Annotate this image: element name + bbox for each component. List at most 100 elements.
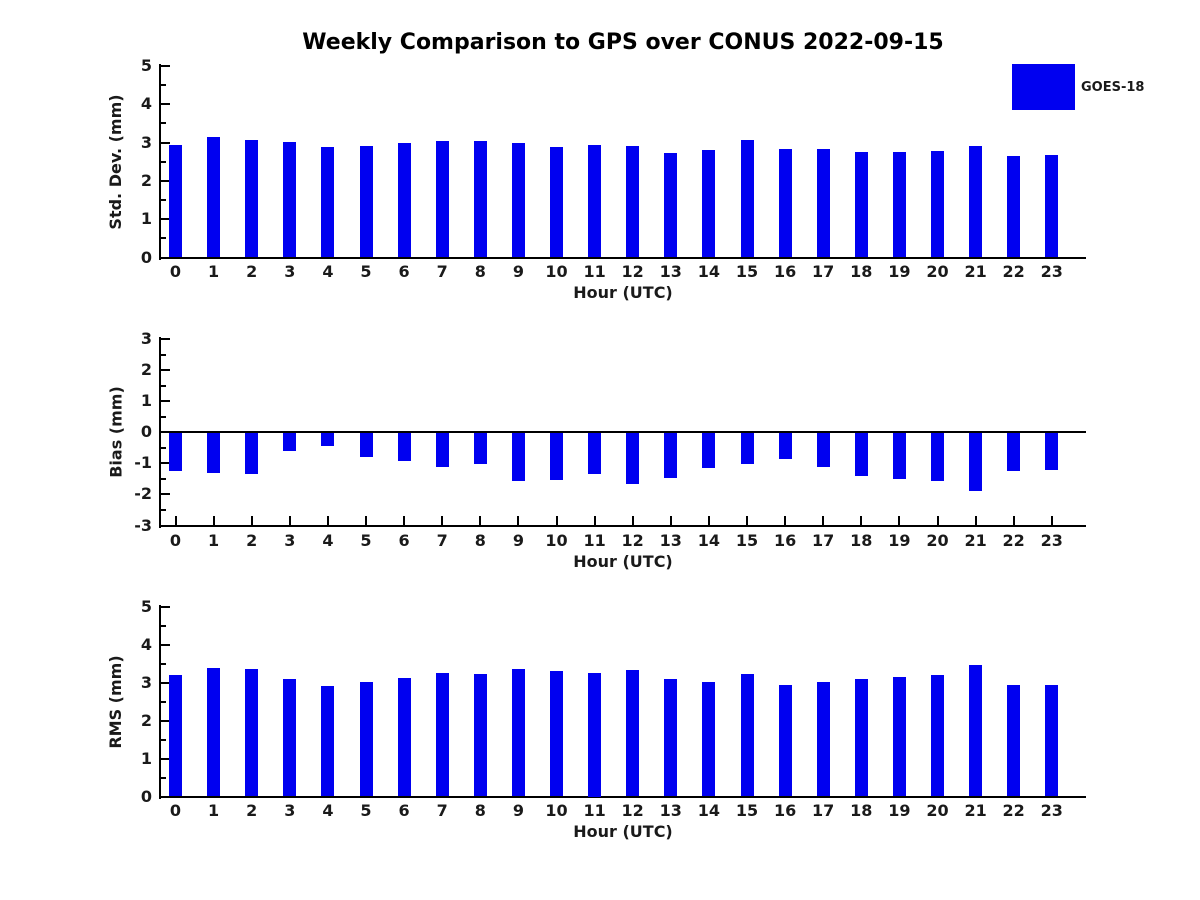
std-dev-x-tick-label: 1: [208, 262, 220, 281]
std-dev-x-tick-label: 7: [436, 262, 448, 281]
rms-x-tick-label: 0: [169, 801, 182, 820]
rms-x-tick-label: 23: [1040, 801, 1063, 820]
bias-x-tick-label: 19: [888, 531, 911, 550]
bias-y-tick-label: 3: [140, 329, 152, 348]
std-dev-x-tick-label: 21: [964, 262, 987, 281]
std-dev-x-tick-label: 20: [926, 262, 949, 281]
bias-x-tick-label: 2: [246, 531, 258, 550]
bias-x-tick: [250, 515, 253, 525]
bias-x-tick-label: 14: [697, 531, 721, 550]
bias-bar-hour-6: [397, 431, 411, 462]
std-dev-bar-hour-17: [816, 148, 830, 258]
bias-bar-hour-9: [511, 431, 525, 482]
bias-y-tick-label: -1: [134, 453, 152, 473]
bias-bar-hour-0: [169, 431, 182, 471]
rms-x-tick-label: 22: [1002, 801, 1025, 820]
std-dev-bar-hour-23: [1045, 155, 1059, 258]
rms-y-major-tick: [161, 719, 170, 722]
rms-x-tick-label: 20: [926, 801, 949, 820]
std-dev-bar-hour-0: [169, 144, 182, 258]
rms-bar-hour-20: [931, 675, 944, 797]
bias-y-minor-tick: [161, 477, 166, 480]
rms-bar-hour-16: [778, 685, 792, 797]
bias-x-tick-label: 21: [964, 531, 987, 550]
bias-x-tick-label: 15: [735, 531, 759, 550]
bias-bar-hour-15: [740, 431, 754, 465]
bias-x-tick-label: 10: [545, 531, 568, 550]
rms-bar-hour-4: [321, 685, 335, 797]
std-dev-bar-hour-15: [740, 139, 754, 258]
std-dev-y-tick-label: 3: [140, 132, 152, 152]
bias-x-tick: [669, 515, 672, 525]
std-dev-x-tick-label: 19: [888, 262, 911, 281]
std-dev-y-minor-tick: [161, 160, 166, 163]
bias-x-tick-label: 23: [1040, 531, 1063, 550]
rms-bar-hour-2: [245, 668, 259, 797]
bias-x-tick-label: 5: [360, 531, 372, 550]
legend-label: GOES-18: [1081, 80, 1145, 95]
rms-y-minor-tick: [161, 700, 166, 703]
bias-bar-hour-19: [892, 431, 906, 480]
rms-bar-hour-11: [588, 673, 602, 797]
std-dev-y-minor-tick: [161, 199, 166, 202]
bias-x-tick: [1012, 515, 1015, 525]
bias-x-axis-line: [159, 524, 1086, 527]
rms-x-tick-label: 14: [697, 801, 721, 820]
bias-x-tick: [974, 515, 977, 525]
bias-x-tick-label: 17: [812, 531, 835, 550]
bias-bar-hour-13: [664, 431, 678, 478]
bias-x-tick: [631, 515, 634, 525]
bias-x-tick: [707, 515, 710, 525]
bias-y-major-tick: [161, 400, 170, 403]
rms-y-major-tick: [161, 795, 170, 798]
bias-bar-hour-10: [550, 431, 563, 480]
bias-y-minor-tick: [161, 384, 166, 387]
std-dev-x-tick-label: 23: [1040, 262, 1063, 281]
std-dev-x-tick-label: 18: [850, 262, 873, 281]
std-dev-x-tick-label: 11: [583, 262, 606, 281]
bias-y-major-tick: [161, 369, 170, 372]
std-dev-bar-hour-1: [207, 137, 221, 258]
std-dev-x-tick-label: 3: [284, 262, 296, 281]
std-dev-bar-hour-7: [435, 141, 449, 258]
bias-bar-hour-4: [321, 431, 335, 447]
rms-bar-hour-10: [550, 671, 563, 797]
bias-zero-line: [159, 430, 1086, 433]
bias-x-tick-label: 20: [926, 531, 949, 550]
rms-y-axis-title: RMS (mm): [106, 654, 125, 749]
rms-bar-hour-19: [892, 677, 906, 797]
bias-x-tick-label: 16: [773, 531, 797, 550]
rms-x-tick-label: 5: [360, 801, 372, 820]
std-dev-y-tick-label: 5: [140, 56, 152, 75]
std-dev-bar-hour-19: [892, 151, 906, 258]
std-dev-bar-hour-18: [854, 152, 868, 258]
rms-x-tick-label: 2: [246, 801, 258, 820]
rms-bar-hour-3: [283, 679, 297, 797]
bias-x-tick: [1050, 515, 1053, 525]
std-dev-x-axis-title: Hour (UTC): [573, 283, 673, 302]
std-dev-y-tick-label: 0: [140, 247, 152, 267]
std-dev-bar-hour-9: [511, 142, 525, 258]
std-dev-x-tick-label: 4: [322, 262, 334, 281]
std-dev-bar-hour-3: [283, 141, 297, 258]
bias-bar-hour-8: [473, 431, 487, 465]
bias-x-tick: [326, 515, 329, 525]
std-dev-x-tick-label: 10: [545, 262, 568, 281]
rms-bar-hour-12: [626, 669, 640, 797]
std-dev-y-minor-tick: [161, 122, 166, 125]
rms-x-tick-label: 21: [964, 801, 987, 820]
bias-x-tick: [593, 515, 596, 525]
std-dev-bar-hour-4: [321, 146, 335, 258]
bias-x-tick: [365, 515, 367, 525]
rms-x-tick-label: 19: [888, 801, 911, 820]
rms-y-tick-label: 1: [140, 748, 152, 768]
rms-x-tick-label: 7: [436, 801, 448, 820]
bias-y-minor-tick: [161, 415, 166, 418]
std-dev-bar-hour-13: [664, 153, 678, 258]
bias-x-tick-label: 7: [436, 531, 448, 550]
bias-y-minor-tick: [161, 353, 166, 356]
bias-bar-hour-7: [435, 431, 449, 467]
bias-x-tick-label: 6: [398, 531, 410, 550]
std-dev-y-tick-label: 4: [140, 94, 152, 114]
std-dev-x-tick-label: 2: [246, 262, 258, 281]
